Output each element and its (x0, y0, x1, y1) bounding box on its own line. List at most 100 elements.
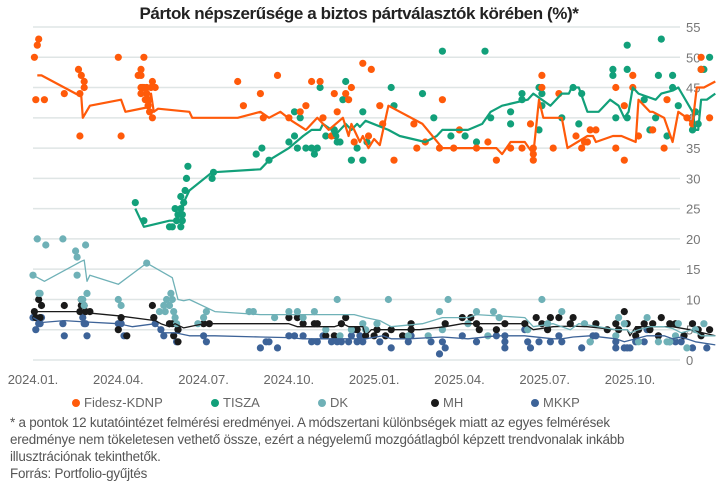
y-tick-label: 0 (686, 353, 693, 368)
data-point (660, 144, 668, 152)
source-note: Forrás: Portfolio-gyűjtés (10, 466, 148, 481)
data-point (337, 338, 345, 346)
data-point (333, 295, 341, 304)
data-point (390, 156, 398, 164)
data-point (376, 102, 384, 110)
data-point (697, 65, 705, 73)
data-point (290, 132, 299, 140)
data-point (285, 314, 293, 322)
x-tick-label: 2024.07. (178, 372, 229, 387)
data-point (252, 150, 260, 158)
data-point (612, 344, 620, 352)
data-point (575, 120, 583, 128)
data-point (558, 308, 566, 316)
data-point (688, 320, 697, 328)
data-point (666, 338, 674, 346)
y-tick-label: 30 (686, 171, 700, 186)
data-point (35, 35, 43, 43)
data-point (170, 332, 178, 340)
data-point (359, 156, 367, 164)
data-point (640, 338, 648, 346)
data-point (150, 314, 158, 322)
data-point (359, 108, 367, 116)
data-point (30, 308, 38, 316)
data-point (117, 301, 125, 310)
data-point (273, 71, 282, 79)
trend-line-mkkp (32, 317, 716, 346)
data-point (507, 108, 515, 116)
data-point (544, 320, 552, 328)
data-point (373, 320, 381, 328)
data-point (484, 138, 492, 146)
data-point (161, 308, 169, 316)
data-point (472, 138, 481, 146)
data-point (59, 320, 67, 328)
data-point (174, 338, 182, 346)
data-point (148, 77, 156, 86)
data-point (322, 332, 330, 340)
legend-item: MH (431, 395, 463, 410)
data-point (30, 53, 38, 61)
data-point (345, 96, 353, 104)
data-point (671, 338, 680, 346)
data-point (592, 332, 600, 340)
data-point (330, 90, 338, 98)
data-point (336, 332, 344, 340)
data-point (356, 332, 364, 340)
data-point (430, 114, 438, 122)
footnote: * a pontok 12 kutatóintézet felmérési er… (10, 414, 715, 482)
data-point (649, 320, 657, 328)
data-point (495, 314, 503, 322)
data-point (640, 96, 648, 104)
data-point (353, 326, 361, 334)
data-point (137, 90, 145, 98)
data-point (578, 344, 586, 352)
data-point (32, 326, 40, 334)
data-point (612, 320, 620, 328)
y-tick-label: 55 (686, 20, 700, 35)
footnote-line-1: * a pontok 12 kutatóintézet felmérési er… (10, 415, 610, 430)
data-point (626, 344, 634, 352)
data-point (308, 77, 316, 86)
data-point (697, 53, 705, 61)
data-point (592, 126, 600, 134)
data-point (82, 241, 90, 249)
data-point (447, 132, 455, 140)
x-tick-label: 2025.01. (349, 372, 400, 387)
y-tick-label: 15 (686, 262, 700, 277)
data-point (634, 338, 643, 346)
data-point (376, 338, 384, 346)
x-tick-label: 2025.07. (519, 372, 570, 387)
data-point (327, 338, 336, 346)
data-point (151, 83, 159, 92)
trend-line-tisza (134, 86, 716, 228)
data-point (535, 338, 543, 346)
data-point (336, 138, 344, 146)
data-point (472, 308, 481, 316)
data-point (313, 338, 321, 346)
trend-line-mh (35, 310, 716, 337)
legend-marker-icon (531, 398, 539, 407)
data-point (168, 295, 176, 304)
data-point (620, 320, 628, 328)
data-point (666, 320, 674, 328)
legend-label: TISZA (223, 395, 260, 410)
data-point (239, 102, 247, 110)
data-point (555, 314, 563, 322)
data-point (339, 96, 347, 104)
data-point (296, 108, 304, 116)
data-point (73, 253, 81, 261)
data-point (310, 308, 318, 316)
data-point (313, 144, 321, 152)
series-layer (29, 35, 716, 358)
data-point (654, 71, 663, 79)
data-point (586, 126, 594, 134)
data-point (413, 144, 421, 152)
data-point (177, 223, 185, 231)
data-point (114, 326, 122, 334)
data-point (640, 320, 648, 328)
data-point (137, 65, 145, 73)
chart-title: Pártok népszerűsége a biztos pártválaszt… (139, 4, 579, 23)
data-point (441, 344, 449, 352)
